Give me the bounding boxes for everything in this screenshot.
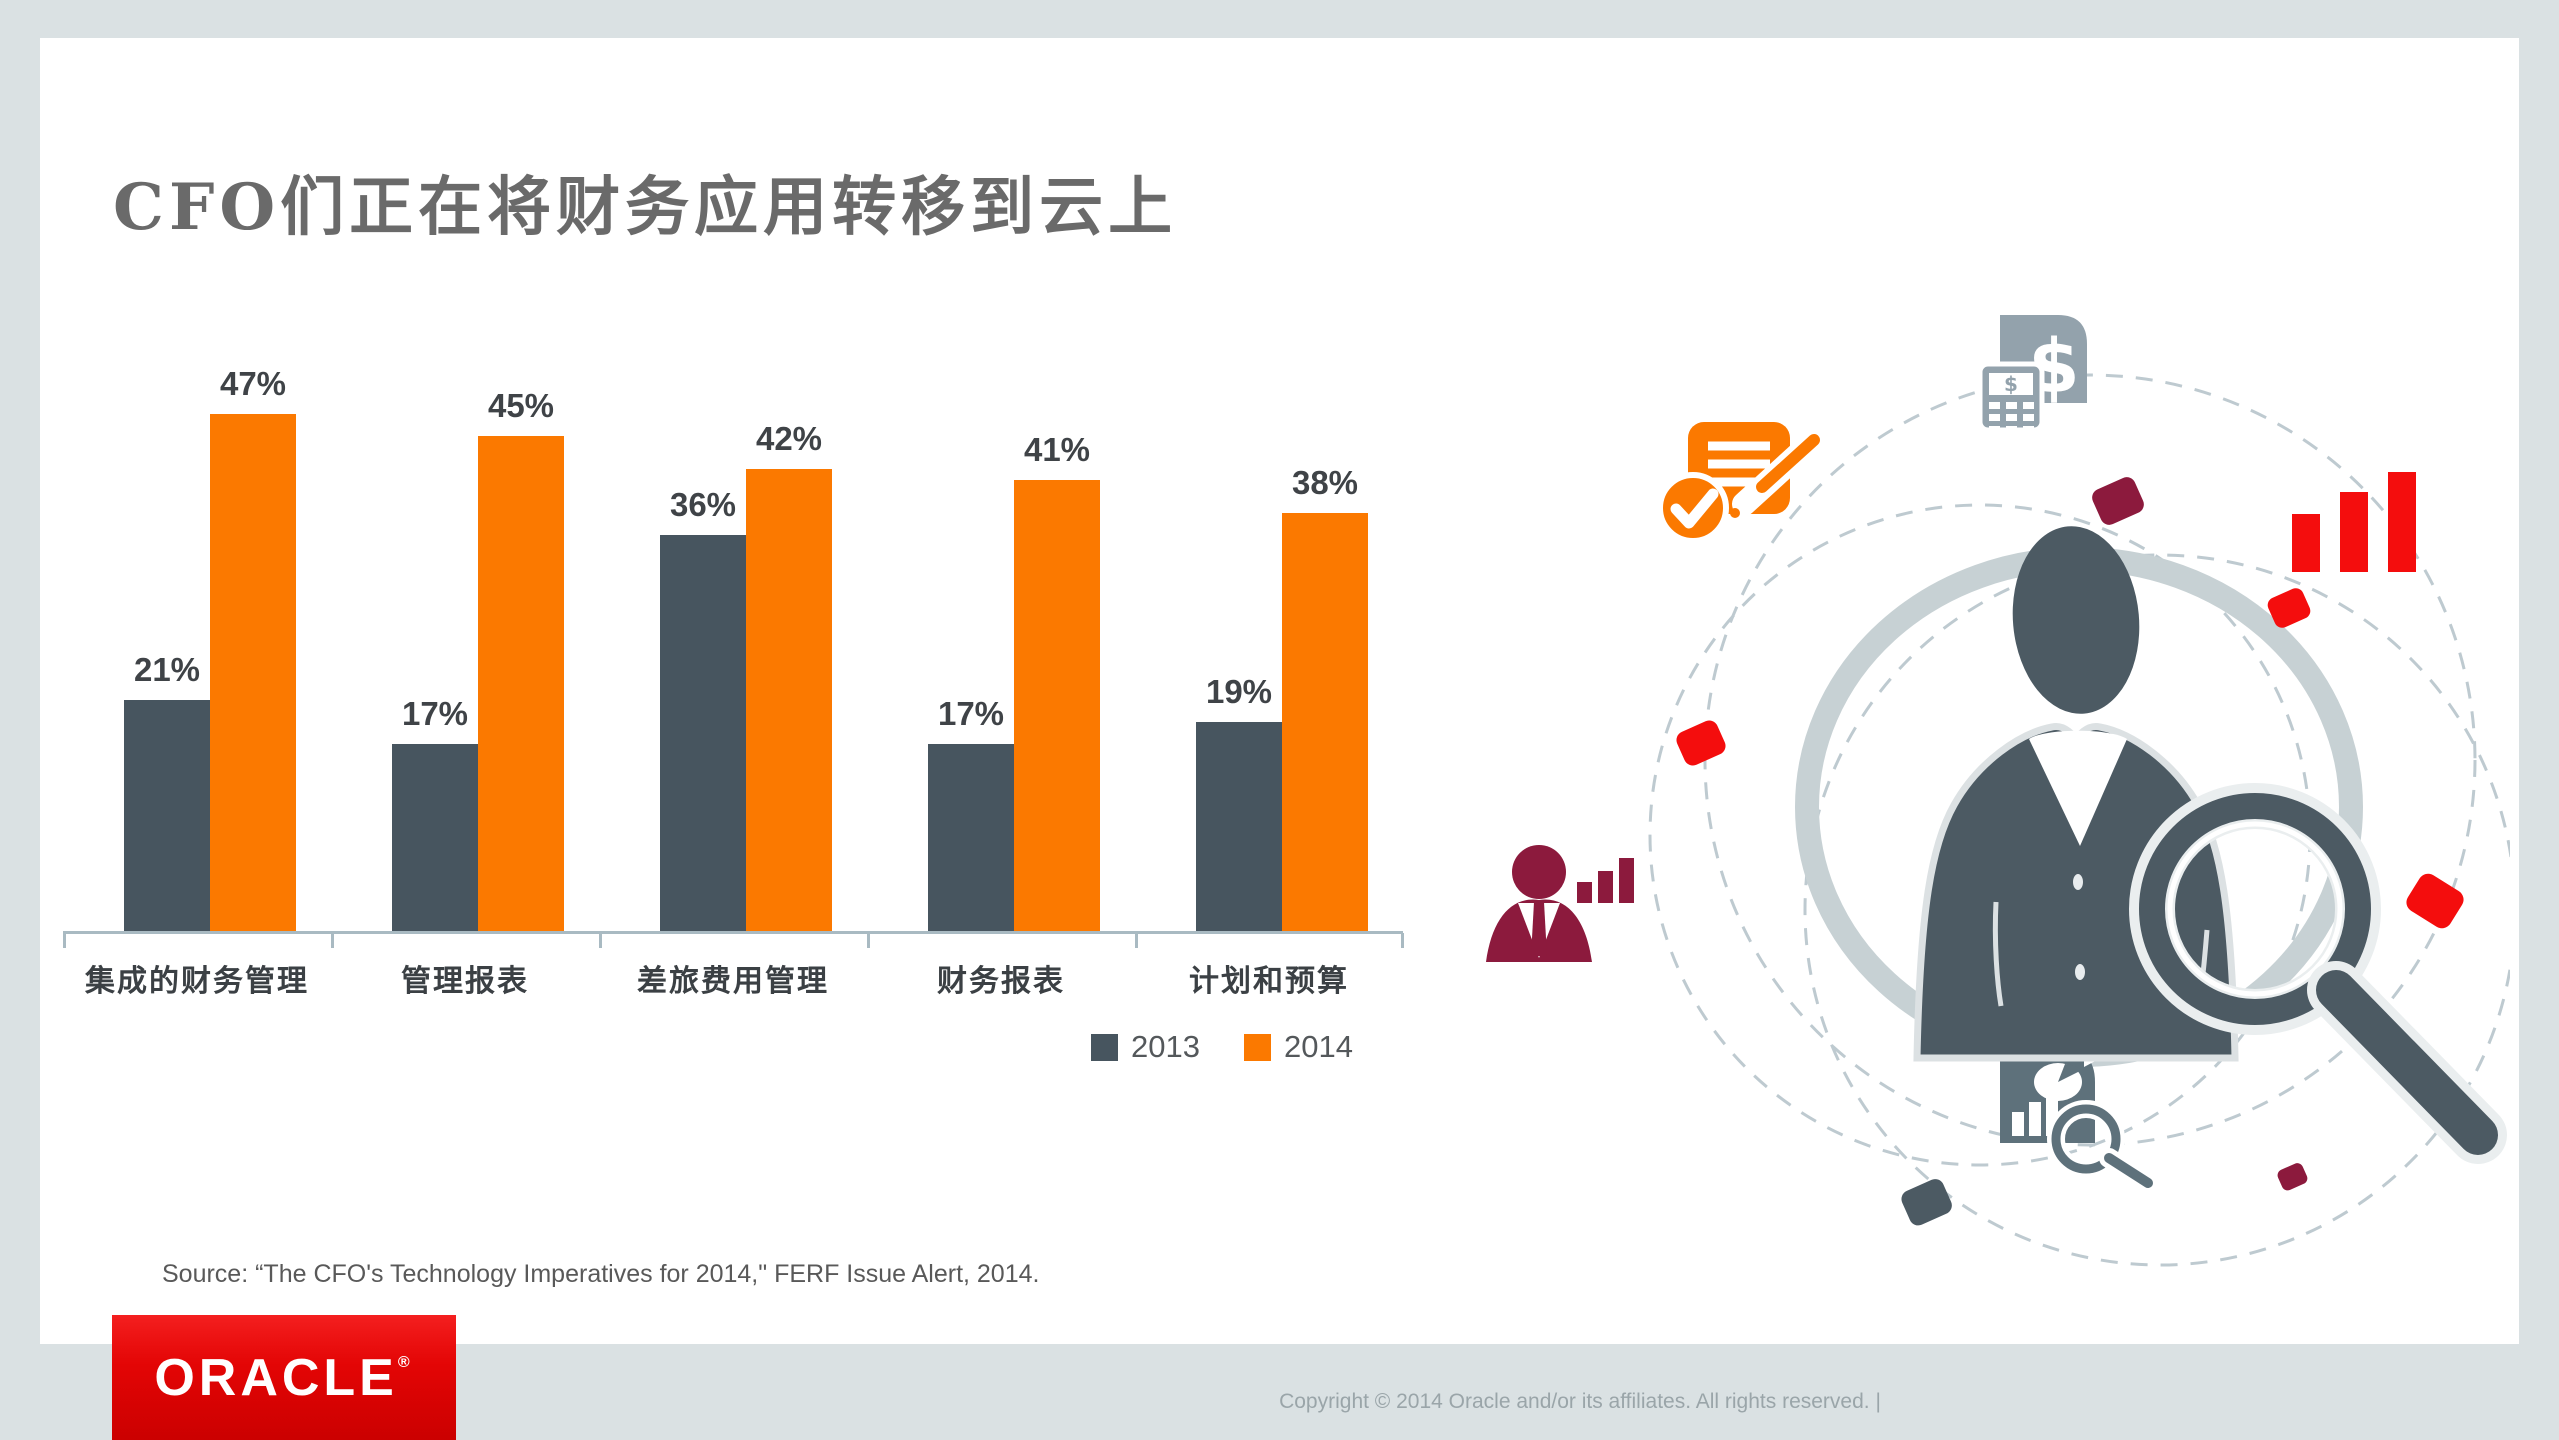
- bar-2013-cat3: [660, 535, 746, 931]
- bar-2013-cat5: [1196, 722, 1282, 931]
- bar-2013-cat2: [392, 744, 478, 931]
- bar-value-label: 19%: [1205, 673, 1273, 710]
- oracle-logo: ORACLE®: [112, 1315, 456, 1440]
- bar-2014-cat5: [1282, 513, 1368, 931]
- legend-label: 2013: [1131, 1029, 1200, 1064]
- oracle-wordmark: ORACLE®: [154, 1348, 414, 1407]
- report-pie-document-icon: [2000, 1048, 2158, 1193]
- category-label: 差旅费用管理: [637, 964, 829, 999]
- axis-tick: [1135, 933, 1138, 948]
- cloud-finance-illustration: $ $: [1486, 315, 2510, 1267]
- axis-tick: [63, 933, 66, 948]
- bar-value-label: 47%: [219, 365, 287, 402]
- calculator-document-icon: $ $: [1977, 315, 2087, 433]
- bar-2013-cat4: [928, 744, 1014, 931]
- chart-category-labels: 集成的财务管理 管理报表 差旅费用管理 财务报表 计划和预算: [63, 956, 1403, 1012]
- bar-value-label: 36%: [669, 486, 737, 523]
- source-citation: Source: “The CFO's Technology Imperative…: [162, 1260, 1040, 1288]
- category-label: 财务报表: [937, 964, 1065, 999]
- bar-2014-cat2: [478, 436, 564, 931]
- category-label: 管理报表: [401, 964, 529, 999]
- axis-tick: [599, 933, 602, 948]
- chart-plot-area: 21% 47% 17% 45% 36% 42% 17% 41% 19% 38%: [63, 365, 1403, 931]
- svg-text:$: $: [2004, 372, 2018, 396]
- bar-2014-cat3: [746, 469, 832, 931]
- legend-item-2014: 2014: [1243, 1029, 1353, 1065]
- bar-value-label: 38%: [1291, 464, 1359, 501]
- chart-legend: 2013 2014: [1091, 1029, 1353, 1065]
- legend-label: 2014: [1283, 1029, 1353, 1064]
- approved-note-icon: [1657, 422, 1824, 544]
- axis-tick: [1401, 933, 1404, 948]
- bar-2014-cat1: [210, 414, 296, 931]
- bar-value-label: 45%: [487, 387, 555, 424]
- legend-swatch: [1243, 1033, 1271, 1061]
- axis-tick: [867, 933, 870, 948]
- bar-value-label: 17%: [401, 695, 469, 732]
- category-label: 计划和预算: [1189, 964, 1349, 999]
- magnifying-glass-icon: [2129, 783, 2507, 1164]
- axis-tick: [331, 933, 334, 948]
- page-title: CFO们正在将财务应用转移到云上: [113, 170, 1178, 245]
- bar-value-label: 41%: [1023, 431, 1091, 468]
- copyright-text: Copyright © 2014 Oracle and/or its affil…: [1279, 1390, 1881, 1413]
- presenter-person-icon: [1486, 845, 1634, 962]
- scatter-tiles: [1676, 477, 2464, 1226]
- bar-value-label: 17%: [937, 695, 1005, 732]
- legend-item-2013: 2013: [1091, 1029, 1200, 1065]
- category-label: 集成的财务管理: [85, 964, 309, 999]
- growth-bars-icon: [2292, 472, 2416, 572]
- bar-2013-cat1: [124, 700, 210, 931]
- legend-swatch: [1091, 1033, 1118, 1061]
- bar-chart: 21% 47% 17% 45% 36% 42% 17% 41% 19% 38% 集成的财务管理 管理…: [63, 365, 1404, 1064]
- bar-2014-cat4: [1014, 480, 1100, 931]
- bar-value-label: 42%: [755, 420, 823, 457]
- bar-value-label: 21%: [133, 651, 201, 688]
- slide-canvas: CFO们正在将财务应用转移到云上 21% 47% 17% 45% 36% 42% 17% 41…: [40, 38, 2519, 1440]
- chart-x-axis: [63, 931, 1404, 950]
- registered-mark: ®: [397, 1353, 414, 1371]
